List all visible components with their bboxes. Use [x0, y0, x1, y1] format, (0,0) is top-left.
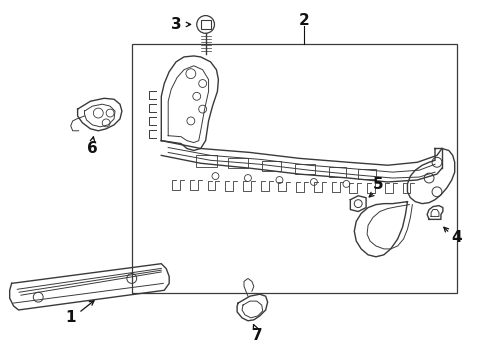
Bar — [131, 44, 456, 293]
Bar — [228, 158, 247, 168]
Bar — [200, 19, 210, 30]
Bar — [261, 161, 281, 171]
Text: 3: 3 — [170, 17, 181, 32]
Bar — [358, 169, 375, 179]
Bar — [195, 156, 217, 167]
Bar — [295, 164, 314, 174]
Text: 5: 5 — [372, 177, 383, 193]
Text: 6: 6 — [87, 141, 98, 156]
Text: 7: 7 — [252, 328, 263, 343]
Text: 2: 2 — [298, 13, 309, 28]
Bar — [328, 167, 346, 177]
Text: 4: 4 — [450, 230, 461, 244]
Text: 1: 1 — [65, 310, 76, 325]
